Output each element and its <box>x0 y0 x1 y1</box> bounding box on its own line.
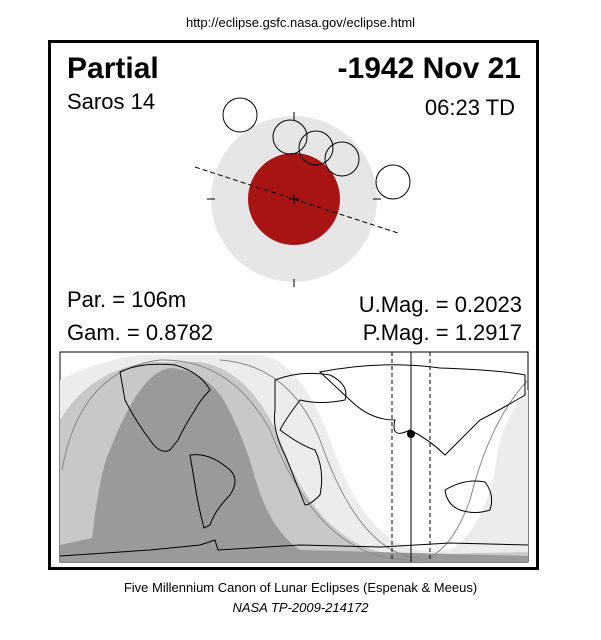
partial-duration: Par. = 106m <box>67 287 187 312</box>
moon-position-p1 <box>222 97 258 133</box>
coastline-africa-europe <box>274 372 347 506</box>
penumbral-magnitude: P.Mag. = 1.2917 <box>362 320 522 345</box>
moon-position-max <box>298 130 334 166</box>
saros-number: Saros 14 <box>67 89 156 114</box>
credit-line: Five Millennium Canon of Lunar Eclipses … <box>123 580 478 595</box>
coastline-australia <box>444 480 493 513</box>
moon-position-p4 <box>375 164 411 200</box>
contact-curve <box>61 359 411 561</box>
contact-curve <box>219 359 421 559</box>
coastline-asia <box>318 364 526 456</box>
moon-position-u4 <box>324 141 360 177</box>
eclipse-type: Partial <box>67 52 159 85</box>
moon-path-line <box>194 166 399 234</box>
visibility-map <box>59 351 529 563</box>
eclipse-time: 06:23 TD <box>424 95 515 120</box>
coastline-south-america <box>189 454 236 529</box>
source-url: http://eclipse.gsfc.nasa.gov/eclipse.htm… <box>185 15 416 30</box>
sub-lunar-point-marker <box>407 430 415 438</box>
eclipse-date: -1942 Nov 21 <box>337 52 521 85</box>
eclipse-panel <box>48 40 539 570</box>
contact-curve <box>419 379 529 561</box>
visibility-band-dark <box>60 368 528 562</box>
visibility-band-light-right <box>440 390 528 555</box>
gamma-value: Gam. = 0.8782 <box>67 320 214 345</box>
coastline-north-america <box>119 363 211 452</box>
coastline-antarctica <box>59 539 529 557</box>
moon-position-u1 <box>272 119 308 155</box>
umbral-magnitude: U.Mag. = 0.2023 <box>358 292 522 317</box>
publication-id: NASA TP-2009-214172 <box>232 600 369 615</box>
